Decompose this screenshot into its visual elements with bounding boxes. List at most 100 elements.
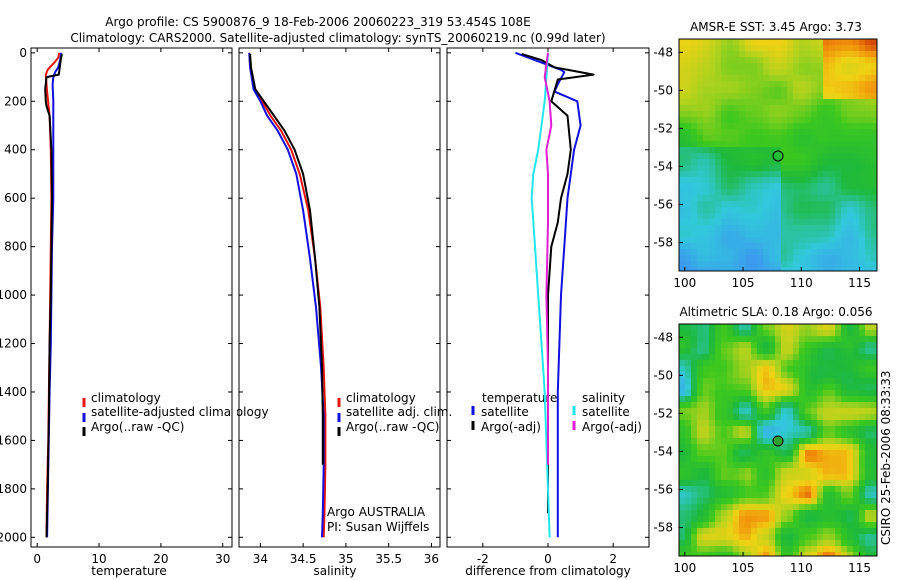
map-cell	[829, 408, 836, 415]
map-cell	[733, 93, 740, 100]
map-cell	[865, 426, 872, 433]
map-cell	[871, 141, 878, 148]
map-cell	[727, 468, 734, 475]
y-tick-label: 600	[4, 191, 27, 205]
map-cell	[769, 255, 776, 262]
map-cell	[751, 504, 758, 511]
map-cell	[745, 516, 752, 523]
map-cell	[727, 384, 734, 391]
map-cell	[823, 105, 830, 112]
map-cell	[727, 552, 734, 557]
map-cell	[769, 75, 776, 82]
map-cell	[709, 243, 716, 250]
map-cell	[721, 438, 728, 445]
map-cell	[829, 480, 836, 487]
y-tick-label: 0	[19, 46, 27, 60]
map-cell	[739, 117, 746, 124]
map-cell	[739, 213, 746, 220]
map-cell	[703, 39, 710, 46]
map-cell	[775, 201, 782, 208]
map-cell	[823, 450, 830, 457]
map-cell	[823, 129, 830, 136]
map-cell	[685, 189, 692, 196]
map-cell	[739, 87, 746, 94]
map-cell	[727, 522, 734, 529]
map-cell	[733, 420, 740, 427]
map-cell	[817, 165, 824, 172]
map-cell	[721, 135, 728, 142]
map-cell	[763, 546, 770, 553]
map-cell	[805, 552, 812, 557]
map-cell	[847, 201, 854, 208]
map-cell	[799, 390, 806, 397]
map-cell	[859, 450, 866, 457]
map-cell	[751, 153, 758, 160]
map-cell	[871, 456, 878, 463]
map-cell	[691, 69, 698, 76]
map-cell	[811, 51, 818, 58]
map-cell	[829, 45, 836, 52]
map-cell	[697, 111, 704, 118]
map-cell	[853, 342, 860, 349]
map-cell	[757, 177, 764, 184]
map-cell	[709, 366, 716, 373]
map-cell	[811, 57, 818, 64]
map-cell	[709, 153, 716, 160]
map-cell	[829, 243, 836, 250]
map-cell	[709, 87, 716, 94]
map-cell	[781, 111, 788, 118]
map-cell	[709, 516, 716, 523]
map-cell	[685, 360, 692, 367]
map-cell	[841, 492, 848, 499]
map-cell	[685, 231, 692, 238]
map-cell	[709, 540, 716, 547]
map-cell	[811, 177, 818, 184]
map-cell	[721, 261, 728, 268]
map-cell	[685, 213, 692, 220]
map-cell	[871, 99, 878, 106]
map-cell	[739, 450, 746, 457]
map-cell	[835, 438, 842, 445]
map-cell	[751, 366, 758, 373]
map-cell	[787, 462, 794, 469]
map-cell	[817, 492, 824, 499]
map-cell	[745, 147, 752, 154]
map-cell	[757, 165, 764, 172]
map-cell	[739, 267, 746, 272]
map-cell	[679, 69, 686, 76]
map-cell	[859, 546, 866, 553]
map-cell	[871, 330, 878, 337]
map-cell	[865, 510, 872, 517]
map-cell	[691, 330, 698, 337]
map-cell	[703, 81, 710, 88]
map-cell	[835, 444, 842, 451]
map-cell	[835, 195, 842, 202]
map-cell	[697, 498, 704, 505]
map-cell	[685, 111, 692, 118]
map-cell	[721, 189, 728, 196]
map-cell	[691, 81, 698, 88]
y-tick-label: -58	[653, 235, 673, 249]
map-cell	[865, 348, 872, 355]
map-cell	[841, 183, 848, 190]
map-cell	[763, 540, 770, 547]
map-cell	[805, 372, 812, 379]
map-cell	[823, 225, 830, 232]
map-cell	[865, 171, 872, 178]
map-cell	[697, 135, 704, 142]
map-cell	[841, 111, 848, 118]
map-cell	[697, 522, 704, 529]
map-cell	[853, 99, 860, 106]
map-cell	[847, 81, 854, 88]
map-cell	[709, 498, 716, 505]
map-cell	[847, 219, 854, 226]
map-cell	[757, 324, 764, 331]
map-cell	[739, 105, 746, 112]
map-cell	[715, 402, 722, 409]
map-cell	[871, 57, 878, 64]
map-cell	[715, 261, 722, 268]
map-cell	[697, 492, 704, 499]
map-cell	[703, 372, 710, 379]
map-cell	[679, 75, 686, 82]
map-cell	[697, 231, 704, 238]
